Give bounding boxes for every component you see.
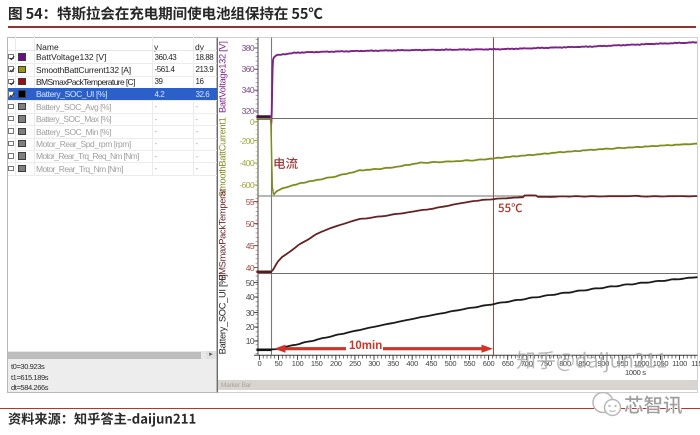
svg-text:BattVoltage132 [V]: BattVoltage132 [V]: [218, 41, 228, 113]
svg-text:SmoothBattCurrent1: SmoothBattCurrent1: [218, 117, 228, 196]
svg-text:BMSmaxPackTemperat: BMSmaxPackTemperat: [218, 188, 228, 280]
svg-text:Battery_SOC_UI [%]: Battery_SOC_UI [%]: [218, 274, 228, 354]
